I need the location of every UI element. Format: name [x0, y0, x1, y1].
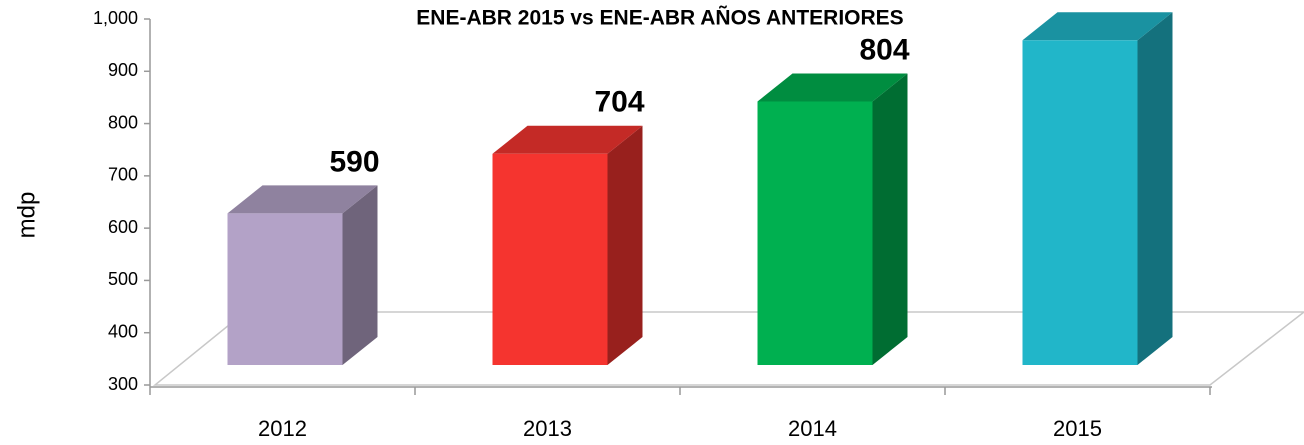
bar	[757, 73, 908, 365]
y-tick-label: 300	[108, 374, 138, 394]
x-tick-label: 2014	[788, 416, 837, 441]
bar-side	[1137, 12, 1173, 365]
floor	[152, 311, 1304, 386]
bar-front	[757, 101, 873, 365]
y-tick-label: 600	[108, 217, 138, 237]
x-tick-label: 2013	[523, 416, 572, 441]
bar-side	[872, 73, 908, 365]
bar-front	[492, 153, 608, 365]
bar-top	[1022, 12, 1173, 41]
bar-front	[227, 213, 343, 365]
value-label: 704	[594, 86, 644, 119]
value-label: 590	[329, 145, 379, 178]
y-tick-label: 1,000	[93, 8, 138, 28]
y-tick-label: 700	[108, 165, 138, 185]
bar-front	[1022, 40, 1138, 365]
y-tick-label: 500	[108, 269, 138, 289]
bar-top	[227, 185, 378, 214]
y-axis-label: mdp	[13, 192, 40, 239]
bar-top	[757, 73, 908, 102]
x-tick-label: 2015	[1053, 416, 1102, 441]
x-tick-label: 2012	[258, 416, 307, 441]
value-label: 804	[859, 33, 909, 66]
bar-side	[342, 185, 378, 365]
bar	[227, 185, 378, 365]
y-tick-label: 400	[108, 321, 138, 341]
y-tick-label: 900	[108, 60, 138, 80]
bar-side	[607, 125, 643, 365]
chart-title: ENE-ABR 2015 vs ENE-ABR AÑOS ANTERIORES	[416, 7, 903, 30]
bar-top	[492, 125, 643, 154]
bar	[1022, 12, 1173, 365]
y-tick-label: 800	[108, 112, 138, 132]
bar	[492, 125, 643, 365]
